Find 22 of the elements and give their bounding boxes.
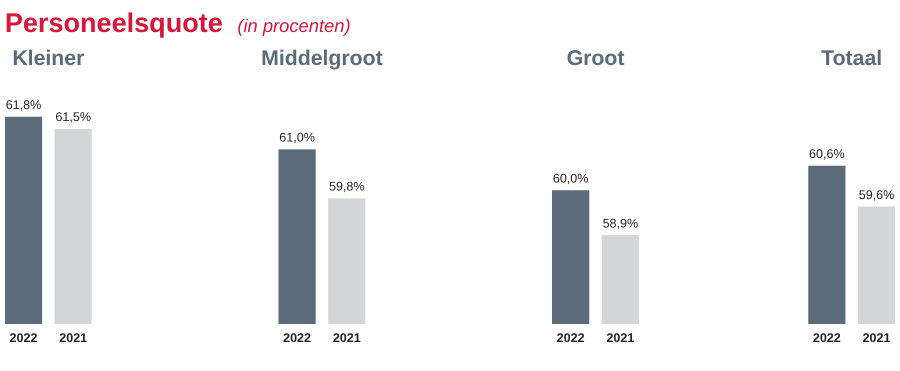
x-tick-label: 2022 [283,330,312,345]
x-tick-label: 2021 [332,330,361,345]
chart-title: Middelgroot [261,46,383,70]
text: (in procenten) [237,15,351,36]
x-tick-label: 2021 [59,330,88,345]
data-label: 61,8% [6,98,42,112]
x-tick-label: 2021 [606,330,634,345]
chart-title: Totaal [821,46,882,70]
data-label: 61,5% [55,110,91,124]
data-label: 59,8% [328,180,365,194]
x-tick-label: 2022 [10,330,38,345]
data-label: 61,0% [279,130,315,145]
data-label: 59,6% [858,188,894,202]
x-tick-label: 2021 [862,330,890,345]
chart-title: Kleiner [12,46,84,70]
chart-title: Groot [566,46,624,70]
data-label: 60,6% [809,146,845,161]
x-tick-label: 2022 [556,330,585,345]
text: Personeelsquote [4,8,223,38]
data-label: 58,9% [602,216,638,230]
data-label: 60,0% [552,171,588,186]
x-tick-label: 2022 [812,330,841,345]
